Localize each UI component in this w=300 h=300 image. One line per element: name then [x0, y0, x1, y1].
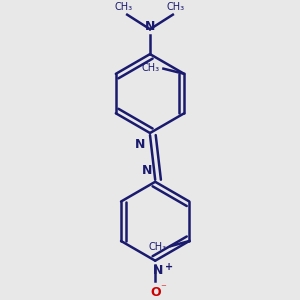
Text: CH₃: CH₃: [115, 2, 133, 12]
Text: N: N: [142, 164, 152, 177]
Text: N: N: [134, 138, 145, 151]
Text: N: N: [153, 264, 164, 277]
Text: CH₃: CH₃: [167, 2, 185, 12]
Text: CH₃: CH₃: [148, 242, 166, 252]
Text: +: +: [165, 262, 173, 272]
Text: N: N: [145, 20, 155, 33]
Text: ⁻: ⁻: [160, 284, 166, 293]
Text: O: O: [150, 286, 160, 298]
Text: CH₃: CH₃: [141, 63, 159, 73]
